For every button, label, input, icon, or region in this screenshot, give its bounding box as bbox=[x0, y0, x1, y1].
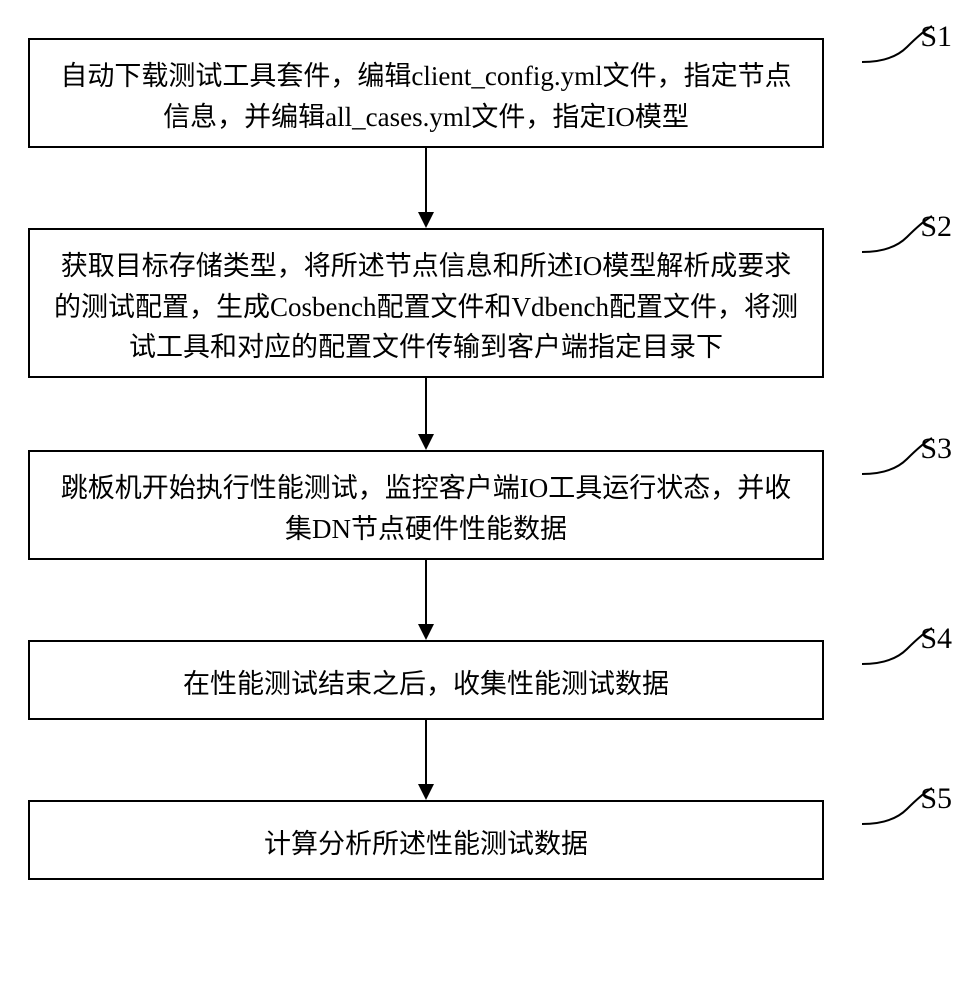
step-s5-box: 计算分析所述性能测试数据 S5 bbox=[28, 800, 824, 880]
step-s3-text: 跳板机开始执行性能测试，监控客户端IO工具运行状态，并收集DN节点硬件性能数据 bbox=[61, 473, 792, 544]
arrow-s3-s4 bbox=[28, 560, 824, 640]
flowchart-container: 自动下载测试工具套件，编辑client_config.yml文件，指定节点信息，… bbox=[28, 38, 928, 880]
step-s4-text: 在性能测试结束之后，收集性能测试数据 bbox=[183, 669, 669, 699]
step-s1-box: 自动下载测试工具套件，编辑client_config.yml文件，指定节点信息，… bbox=[28, 38, 824, 148]
step-s2-label: S2 bbox=[920, 204, 952, 249]
arrow-s4-s5 bbox=[28, 720, 824, 800]
step-s2-label-connector: S2 bbox=[862, 212, 952, 262]
arrow-s2-s3 bbox=[28, 378, 824, 450]
step-s3-label: S3 bbox=[920, 426, 952, 471]
step-s4-label: S4 bbox=[920, 616, 952, 661]
step-s4-box: 在性能测试结束之后，收集性能测试数据 S4 bbox=[28, 640, 824, 720]
step-s2-text: 获取目标存储类型，将所述节点信息和所述IO模型解析成要求的测试配置，生成Cosb… bbox=[54, 251, 798, 362]
step-s2-box: 获取目标存储类型，将所述节点信息和所述IO模型解析成要求的测试配置，生成Cosb… bbox=[28, 228, 824, 378]
step-s1-label-connector: S1 bbox=[862, 22, 952, 72]
step-s5-label: S5 bbox=[920, 776, 952, 821]
step-s3-box: 跳板机开始执行性能测试，监控客户端IO工具运行状态，并收集DN节点硬件性能数据 … bbox=[28, 450, 824, 560]
step-s1-label: S1 bbox=[920, 14, 952, 59]
step-s1-text: 自动下载测试工具套件，编辑client_config.yml文件，指定节点信息，… bbox=[60, 61, 791, 132]
step-s5-label-connector: S5 bbox=[862, 784, 952, 834]
arrow-s1-s2 bbox=[28, 148, 824, 228]
step-s4-label-connector: S4 bbox=[862, 624, 952, 674]
step-s3-label-connector: S3 bbox=[862, 434, 952, 484]
step-s5-text: 计算分析所述性能测试数据 bbox=[264, 829, 588, 859]
